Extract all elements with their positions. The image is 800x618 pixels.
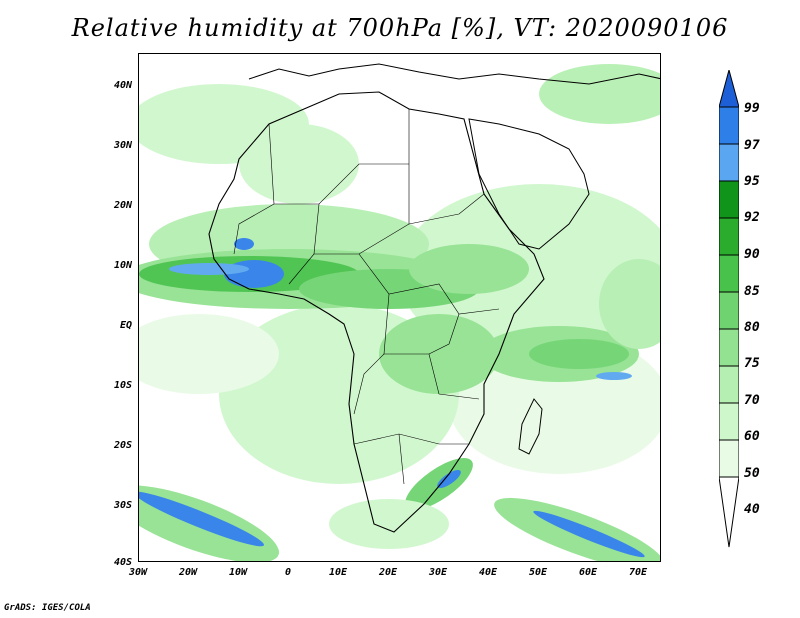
ytick-20s: 20S (113, 440, 132, 451)
xtick-10w: 10W (228, 567, 248, 578)
colorbar-seg-90 (719, 217, 739, 256)
colorbar-seg-80 (719, 291, 739, 330)
colorbar-seg-95 (719, 143, 739, 182)
colorbar-seg-70 (719, 365, 739, 404)
colorbar-bottom-arrow (719, 476, 739, 548)
colorbar-label-95: 95 (744, 174, 760, 189)
africa-coastline (208, 91, 545, 533)
colorbar-seg-85 (719, 254, 739, 293)
ytick-30n: 30N (113, 140, 132, 151)
colorbar-label-70: 70 (744, 393, 760, 408)
colorbar-seg-60 (719, 402, 739, 441)
colorbar (719, 70, 739, 548)
ytick-10s: 10S (113, 380, 132, 391)
country-borders (233, 109, 500, 485)
xtick-30w: 30W (128, 567, 148, 578)
xtick-0: 0 (284, 567, 292, 578)
colorbar-label-92: 92 (744, 210, 760, 225)
colorbar-label-85: 85 (744, 284, 760, 299)
chart-title: Relative humidity at 700hPa [%], VT: 202… (71, 14, 729, 42)
ytick-40n: 40N (113, 80, 132, 91)
colorbar-label-90: 90 (744, 247, 760, 262)
xtick-50e: 50E (528, 567, 548, 578)
colorbar-seg-97 (719, 106, 739, 145)
colorbar-label-40: 40 (744, 502, 760, 517)
xtick-30e: 30E (428, 567, 448, 578)
xtick-20e: 20E (378, 567, 398, 578)
grads-credit: GrADS: IGES/COLA (4, 603, 91, 613)
colorbar-seg-50 (719, 439, 739, 478)
xtick-20w: 20W (178, 567, 198, 578)
ytick-eq: EQ (119, 320, 132, 331)
colorbar-seg-92 (719, 180, 739, 219)
europe-coastline (248, 63, 660, 85)
map-panel (138, 53, 661, 562)
xtick-70e: 70E (628, 567, 648, 578)
colorbar-seg-75 (719, 328, 739, 367)
arabia-coastline (468, 118, 590, 250)
ytick-30s: 30S (113, 500, 132, 511)
ytick-10n: 10N (113, 260, 132, 271)
colorbar-label-99: 99 (744, 101, 760, 116)
xtick-10e: 10E (328, 567, 348, 578)
ytick-40s: 40S (113, 557, 132, 568)
xtick-40e: 40E (478, 567, 498, 578)
colorbar-top-arrow (719, 70, 739, 108)
ytick-20n: 20N (113, 200, 132, 211)
humidity-shading (139, 64, 660, 561)
madagascar-outline (518, 398, 543, 455)
humidity-field (139, 63, 660, 561)
colorbar-label-50: 50 (744, 466, 760, 481)
xtick-60e: 60E (578, 567, 598, 578)
colorbar-label-80: 80 (744, 320, 760, 335)
colorbar-label-97: 97 (744, 138, 760, 153)
colorbar-label-75: 75 (744, 356, 760, 371)
colorbar-label-60: 60 (744, 429, 760, 444)
